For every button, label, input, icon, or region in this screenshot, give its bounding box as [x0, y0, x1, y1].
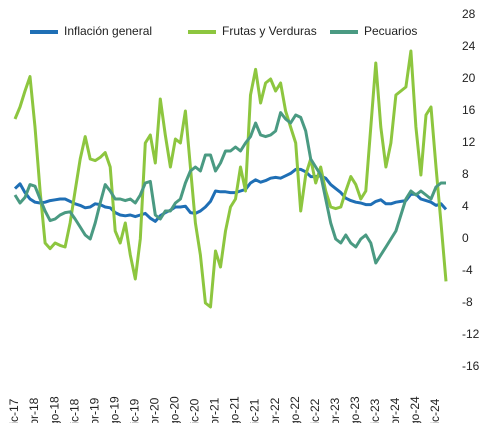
y-tick-label: 24	[462, 39, 476, 53]
x-tick-label: ago-21	[228, 396, 242, 423]
x-tick-label: ago-22	[288, 396, 302, 423]
y-tick-label: 16	[462, 103, 476, 117]
x-tick-label: dic-18	[67, 398, 81, 423]
x-tick-label: ago-24	[408, 396, 422, 423]
x-tick-label: ago-19	[107, 396, 121, 423]
series-line	[13, 49, 448, 309]
y-tick-label: 20	[462, 71, 476, 85]
legend-label: Pecuarios	[364, 24, 417, 38]
x-tick-label: dic-17	[7, 398, 21, 423]
x-tick-label: abr-20	[147, 397, 161, 423]
x-tick-label: abr-23	[328, 397, 342, 423]
y-tick-label: -4	[462, 263, 473, 277]
x-tick-label: ago-18	[47, 396, 61, 423]
y-tick-label: -16	[462, 359, 480, 373]
y-tick-label: 8	[462, 167, 469, 181]
y-tick-label: -12	[462, 327, 480, 341]
y-tick-label: 28	[462, 7, 476, 21]
x-tick-label: abr-21	[208, 397, 222, 423]
x-tick-label: dic-24	[428, 398, 442, 423]
series-line	[13, 167, 448, 223]
series-line	[13, 111, 446, 265]
x-tick-label: abr-18	[27, 397, 41, 423]
y-tick-label: 4	[462, 199, 469, 213]
x-tick-label: abr-24	[388, 397, 402, 423]
x-tick-label: dic-19	[127, 398, 141, 423]
x-tick-label: dic-22	[308, 398, 322, 423]
x-tick-label: ago-23	[348, 396, 362, 423]
y-tick-label: 0	[462, 231, 469, 245]
x-tick-label: abr-19	[87, 397, 101, 423]
x-tick-label: dic-23	[368, 398, 382, 423]
legend-label: Inflación general	[64, 24, 152, 38]
x-tick-label: abr-22	[268, 397, 282, 423]
legend-label: Frutas y Verduras	[222, 24, 317, 38]
x-tick-label: ago-20	[168, 396, 182, 423]
x-tick-label: dic-21	[248, 398, 262, 423]
y-tick-label: 12	[462, 135, 476, 149]
y-tick-label: -8	[462, 295, 473, 309]
x-tick-label: dic-20	[188, 398, 202, 423]
